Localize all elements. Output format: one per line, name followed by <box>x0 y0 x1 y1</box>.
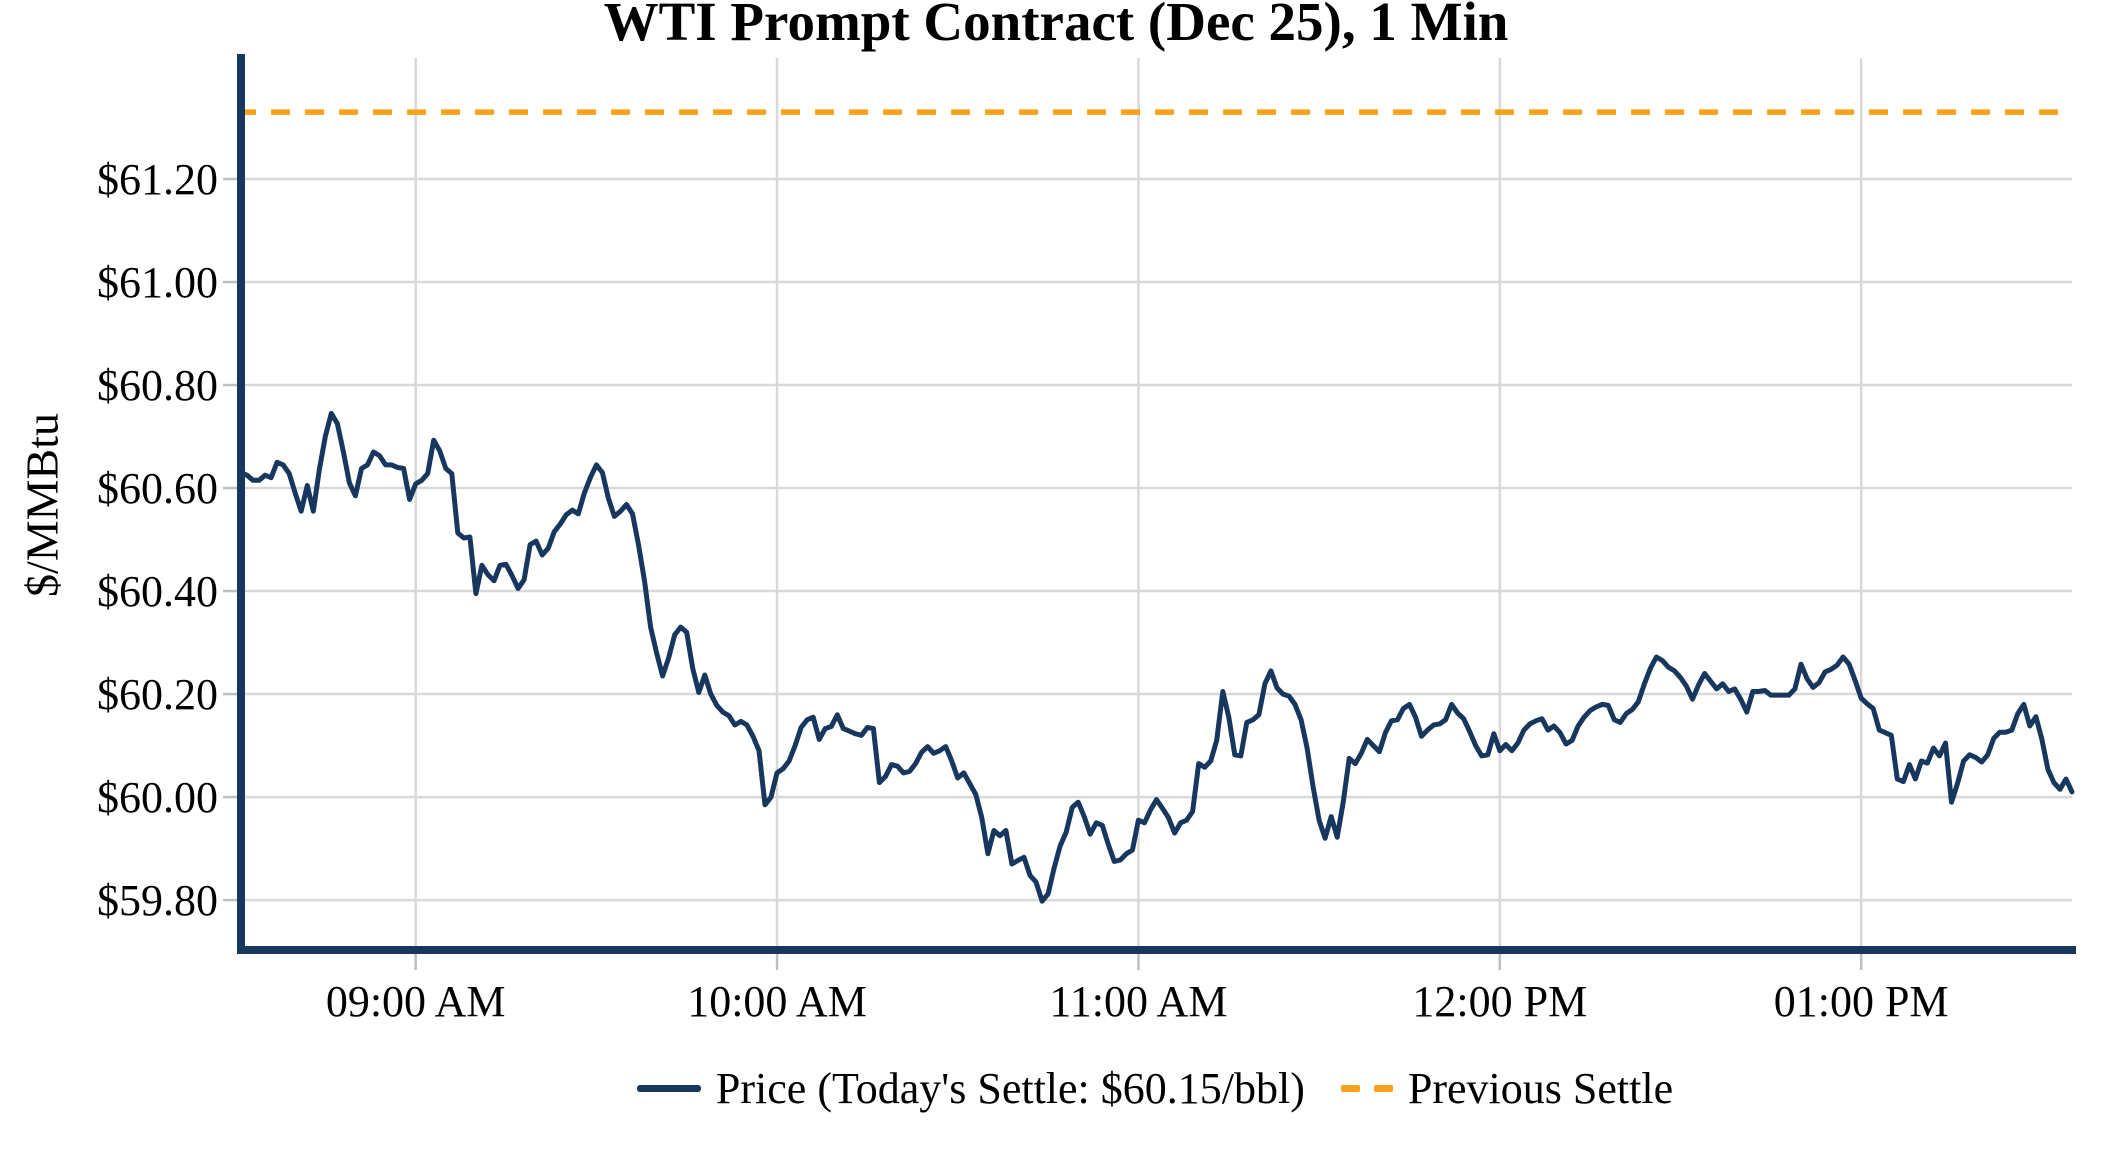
chart-title: WTI Prompt Contract (Dec 25), 1 Min <box>603 0 1509 52</box>
y-tick-label: $60.40 <box>97 567 218 616</box>
y-tick-label: $60.20 <box>97 670 218 719</box>
x-tick-label: 12:00 PM <box>1412 977 1587 1026</box>
x-tick-label: 11:00 AM <box>1049 977 1227 1026</box>
x-tick-label: 01:00 PM <box>1774 977 1949 1026</box>
legend-item-previous-settle: Previous Settle <box>1340 1063 1674 1114</box>
previous-settle-swatch <box>1340 1084 1393 1092</box>
x-tick-label: 09:00 AM <box>326 977 506 1026</box>
price-line-swatch <box>636 1084 701 1092</box>
y-tick-label: $61.20 <box>97 155 218 204</box>
y-tick-label: $60.00 <box>97 773 218 822</box>
y-tick-label: $59.80 <box>97 876 218 925</box>
legend-item-price: Price (Today's Settle: $60.15/bbl) <box>636 1063 1305 1114</box>
legend: Price (Today's Settle: $60.15/bbl) Previ… <box>237 1056 2073 1120</box>
price-line <box>238 410 2075 904</box>
y-tick-label: $61.00 <box>97 258 218 307</box>
y-tick-label: $60.80 <box>97 361 218 410</box>
y-tick-label: $60.60 <box>97 464 218 513</box>
legend-label-previous-settle: Previous Settle <box>1407 1063 1674 1113</box>
legend-label-price: Price (Today's Settle: $60.15/bbl) <box>715 1063 1305 1113</box>
x-tick-label: 10:00 AM <box>687 977 867 1026</box>
